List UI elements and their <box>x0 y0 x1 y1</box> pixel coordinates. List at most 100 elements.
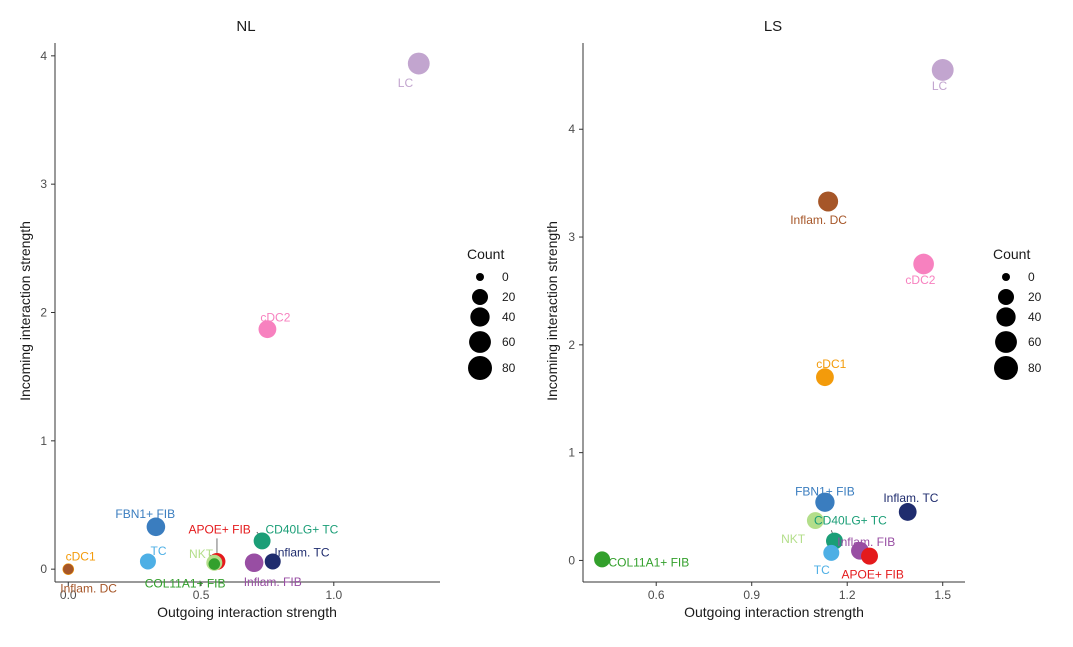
legend-key <box>996 307 1016 327</box>
point-nkt <box>806 512 824 530</box>
legend-title: Count <box>467 246 504 262</box>
label-lc: LC <box>398 76 414 90</box>
label-inflam-tc: Inflam. TC <box>274 545 329 559</box>
label-inflam-tc: Inflam. TC <box>883 491 938 505</box>
point-cdc2 <box>258 320 277 339</box>
y-tick-label: 4 <box>568 122 575 136</box>
legend-key <box>472 289 488 305</box>
x-axis-title: Outgoing interaction strength <box>684 604 864 620</box>
y-tick-label: 4 <box>40 49 47 63</box>
legend-title: Count <box>993 246 1030 262</box>
point-tc <box>139 553 156 570</box>
label-fbn1-fib: FBN1+ FIB <box>115 507 175 521</box>
legend-count-ls: Count 0 20 40 60 80 <box>993 246 1042 380</box>
label-inflam-fib: Inflam. FIB <box>244 575 302 589</box>
label-lc: LC <box>932 79 948 93</box>
y-tick-label: 3 <box>568 230 575 244</box>
legend-key <box>994 356 1018 380</box>
point-col11a1-fib <box>594 551 611 568</box>
label-tc: TC <box>151 544 167 558</box>
legend-key <box>995 331 1017 353</box>
legend-label: 40 <box>502 310 516 324</box>
point-lc <box>931 59 954 81</box>
label-cd40lg-tc: CD40LG+ TC <box>266 522 339 536</box>
point-inflam-fib <box>244 553 264 573</box>
legend-label: 80 <box>1028 361 1042 375</box>
y-tick-label: 2 <box>40 306 47 320</box>
legend-label: 60 <box>502 335 516 349</box>
legend-items: 0 20 40 60 80 <box>994 270 1042 380</box>
legend-key <box>1002 273 1010 281</box>
legend-label: 0 <box>1028 270 1035 284</box>
y-tick-label: 1 <box>568 446 575 460</box>
x-tick-label: 0.9 <box>743 588 760 602</box>
legend-label: 0 <box>502 270 509 284</box>
ticks: 0.6 0.9 1.2 1.5 0 1 2 3 4 <box>568 122 951 602</box>
point-cdc1 <box>816 368 834 387</box>
legend-label: 60 <box>1028 335 1042 349</box>
legend-key <box>998 289 1014 305</box>
label-apoe-fib: APOE+ FIB <box>842 567 904 581</box>
panel-ls: LS Outgoing interaction strength Incomin… <box>544 18 965 620</box>
label-cd40lg-tc: CD40LG+ TC <box>814 514 887 528</box>
label-fbn1-fib: FBN1+ FIB <box>795 484 855 498</box>
point-inflam-dc <box>63 563 74 575</box>
panel-nl: NL Outgoing interaction strength Incomin… <box>17 18 440 620</box>
ticks: 0.0 0.5 1.0 0 1 2 3 4 <box>40 49 342 602</box>
label-inflam-dc: Inflam. DC <box>790 213 847 227</box>
legend-label: 20 <box>1028 290 1042 304</box>
point-col11a1-fib <box>208 558 221 570</box>
y-tick-label: 2 <box>568 338 575 352</box>
points <box>594 59 954 568</box>
label-cdc1: cDC1 <box>816 357 846 371</box>
x-axis-title: Outgoing interaction strength <box>157 604 337 620</box>
label-col11a1-fib: COL11A1+ FIB <box>608 556 689 570</box>
panel-title-ls: LS <box>764 18 782 35</box>
y-tick-label: 1 <box>40 434 47 448</box>
points <box>62 52 430 575</box>
point-apoe-fib <box>861 547 878 565</box>
point-tc <box>823 544 840 561</box>
label-apoe-fib: APOE+ FIB <box>188 522 250 536</box>
legend-key <box>470 307 490 327</box>
legend-count-nl: Count 0 20 40 60 80 <box>467 246 516 380</box>
point-inflam-tc <box>898 503 917 521</box>
y-tick-label: 0 <box>40 562 47 576</box>
point-lc <box>407 52 430 75</box>
point-labels: cDC1 Inflam. DC TC FBN1+ FIB APOE+ FIB NKT COL… <box>60 76 413 596</box>
y-tick-label: 3 <box>40 177 47 191</box>
x-tick-label: 1.2 <box>839 588 856 602</box>
point-inflam-dc <box>818 191 839 212</box>
label-cdc2: cDC2 <box>260 311 290 325</box>
point-fbn1-fib <box>815 492 835 512</box>
x-tick-label: 0.0 <box>60 588 77 602</box>
legend-items: 0 20 40 60 80 <box>468 270 516 380</box>
label-cdc1: cDC1 <box>66 549 96 563</box>
x-tick-label: 0.6 <box>648 588 665 602</box>
y-tick-label: 0 <box>568 553 575 567</box>
panel-title-nl: NL <box>236 18 255 35</box>
y-axis-title: Incoming interaction strength <box>544 221 560 401</box>
legend-label: 40 <box>1028 310 1042 324</box>
y-axis-title: Incoming interaction strength <box>17 221 33 401</box>
legend-label: 80 <box>502 361 516 375</box>
label-cdc2: cDC2 <box>905 273 935 287</box>
label-tc: TC <box>814 563 830 577</box>
point-cdc2 <box>913 253 934 275</box>
legend-key <box>469 331 491 353</box>
legend-key <box>476 273 484 281</box>
x-tick-label: 1.5 <box>934 588 951 602</box>
legend-label: 20 <box>502 290 516 304</box>
point-labels: COL11A1+ FIB NKT FBN1+ FIB CD40LG+ TC TC Infl… <box>608 79 947 581</box>
x-tick-label: 0.5 <box>193 588 210 602</box>
label-nkt: NKT <box>189 547 214 561</box>
label-inflam-dc: Inflam. DC <box>60 581 117 595</box>
label-col11a1-fib: COL11A1+ FIB <box>145 576 226 590</box>
point-fbn1-fib <box>146 517 166 537</box>
label-inflam-fib: Inflam. FIB <box>837 535 895 549</box>
legend-key <box>468 356 492 380</box>
label-nkt: NKT <box>781 532 806 546</box>
point-inflam-tc <box>264 553 281 570</box>
x-tick-label: 1.0 <box>325 588 342 602</box>
